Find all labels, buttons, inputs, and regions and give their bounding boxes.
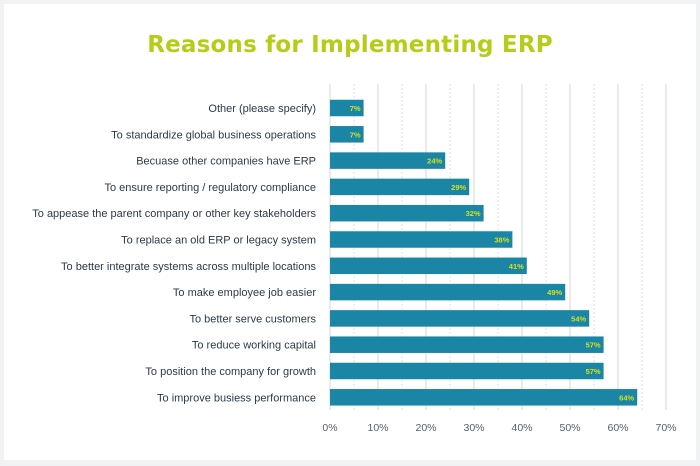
x-tick-label: 20% (415, 422, 436, 434)
x-tick-label: 40% (511, 422, 532, 434)
data-label: 24% (427, 157, 442, 166)
bar (330, 152, 446, 169)
bar (330, 126, 364, 143)
bar (330, 362, 604, 380)
x-tick-label: 70% (655, 422, 676, 434)
bar (330, 99, 364, 117)
data-label: 41% (509, 262, 524, 271)
data-label: 57% (586, 341, 601, 350)
category-label: To standardize global business operation… (111, 129, 316, 141)
data-label: 7% (350, 130, 361, 139)
x-tick-label: 10% (367, 422, 388, 434)
x-tick-label: 60% (607, 422, 628, 434)
data-label: 32% (466, 209, 481, 218)
bar (330, 336, 604, 353)
category-label: To better integrate systems across multi… (61, 261, 316, 273)
bar (330, 389, 638, 406)
category-label: Other (please specify) (208, 103, 316, 115)
x-tick-label: 0% (322, 422, 337, 434)
data-label: 7% (350, 104, 361, 113)
bar (330, 204, 484, 222)
bar (330, 283, 566, 301)
data-label: 29% (451, 183, 466, 192)
data-label: 38% (494, 236, 509, 245)
bar (330, 310, 590, 327)
data-label: 49% (547, 288, 562, 297)
category-label: To position the company for growth (145, 366, 316, 378)
x-tick-label: 30% (463, 422, 484, 434)
category-label: To improve busiess performance (157, 392, 316, 404)
bar (330, 178, 470, 196)
category-label: To replace an old ERP or legacy system (121, 235, 316, 247)
data-label: 64% (619, 393, 634, 402)
data-label: 57% (586, 367, 601, 376)
bar (330, 257, 527, 275)
chart-title: Reasons for Implementing ERP (147, 32, 553, 58)
category-label: To reduce working capital (192, 340, 316, 352)
category-label: To better serve customers (189, 313, 316, 325)
category-label: To ensure reporting / regulatory complia… (104, 182, 316, 194)
x-tick-label: 50% (559, 422, 580, 434)
category-label: To appease the parent company or other k… (32, 208, 316, 220)
category-label: Becuase other companies have ERP (136, 156, 316, 168)
bar (330, 231, 513, 248)
data-label: 54% (571, 314, 586, 323)
category-label: To make employee job easier (173, 287, 316, 299)
